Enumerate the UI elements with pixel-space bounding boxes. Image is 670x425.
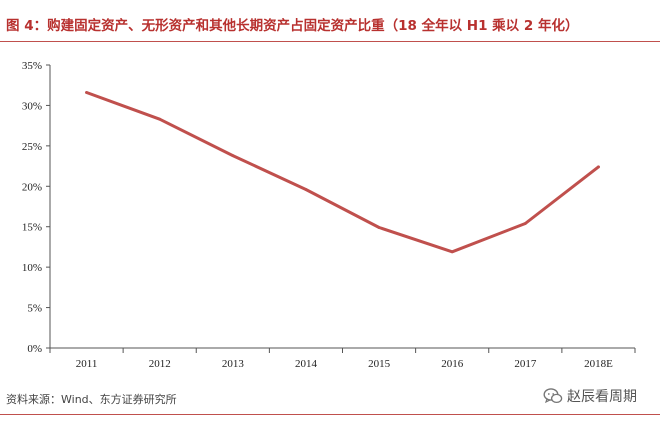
data-point (523, 222, 527, 225)
wechat-icon (543, 388, 563, 404)
data-point (597, 165, 600, 169)
y-tick-label: 25% (22, 141, 42, 153)
y-tick-label: 35% (22, 60, 42, 72)
data-point (231, 154, 235, 157)
y-tick-label: 30% (22, 100, 42, 112)
data-point (85, 91, 88, 94)
data-point (304, 188, 308, 191)
title-divider (0, 41, 660, 42)
chart-series (85, 91, 600, 254)
y-tick-label: 20% (22, 181, 42, 193)
y-tick-label: 5% (27, 303, 42, 315)
watermark-text: 赵辰看周期 (567, 389, 637, 405)
x-tick-label: 2018E (584, 358, 613, 370)
y-tick-label: 15% (22, 222, 42, 234)
x-tick-label: 2016 (441, 358, 464, 370)
y-tick-label: 10% (22, 262, 42, 274)
y-axis-ticks: 0% 5% 10% 15% 20% 25% 30% 35% (22, 60, 50, 355)
watermark: 赵辰看周期 (543, 386, 637, 406)
x-tick-label: 2017 (514, 358, 537, 370)
x-tick-label: 2014 (295, 358, 318, 370)
bottom-divider (0, 414, 660, 415)
x-tick-label: 2012 (149, 358, 171, 370)
x-tick-label: 2015 (368, 358, 391, 370)
y-tick-label: 0% (27, 343, 42, 355)
source-note: 资料来源：Wind、东方证券研究所 (6, 393, 177, 406)
series-line (85, 91, 600, 254)
chart-title: 图 4：购建固定资产、无形资产和其他长期资产占固定资产比重（18 全年以 H1 … (6, 18, 579, 34)
x-tick-label: 2011 (76, 358, 98, 370)
x-axis-ticks: 2011 2012 2013 2014 2015 2016 2017 2018E (49, 348, 636, 370)
data-point (377, 226, 381, 229)
data-point (450, 250, 454, 254)
x-tick-label: 2013 (222, 358, 245, 370)
data-point (158, 117, 162, 121)
